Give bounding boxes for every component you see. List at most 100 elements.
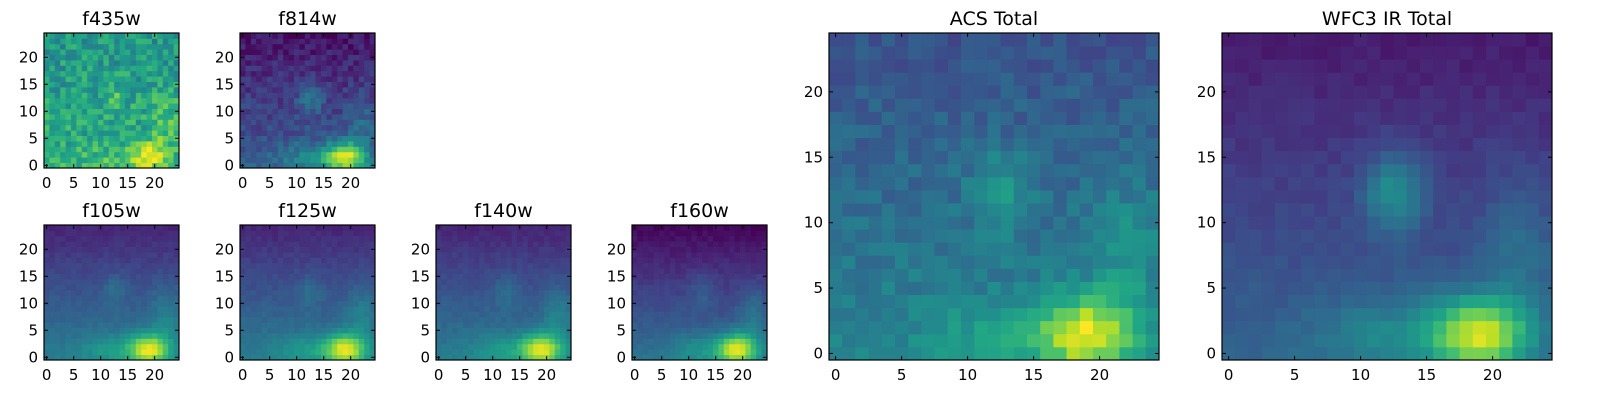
heatmap-cell: [1132, 124, 1147, 139]
heatmap-cell: [1132, 189, 1147, 204]
heatmap-cell: [114, 70, 120, 77]
heatmap-cell: [337, 135, 343, 142]
heatmap-cell: [734, 284, 741, 291]
heatmap-cell: [921, 33, 935, 47]
heatmap-cell: [756, 252, 762, 258]
heatmap-cell: [642, 343, 649, 350]
heatmap-cell: [1013, 163, 1028, 178]
heatmap-cell: [103, 49, 110, 55]
heatmap-cell: [974, 85, 988, 99]
heatmap-cell: [353, 65, 360, 72]
heatmap-cell: [65, 327, 72, 334]
heatmap-cell: [272, 81, 279, 88]
heatmap-cell: [696, 268, 703, 274]
heatmap-cell: [1079, 163, 1094, 178]
heatmap-cell: [130, 70, 137, 77]
heatmap-cell: [1013, 268, 1028, 282]
heatmap-cell: [441, 262, 448, 269]
heatmap-cell: [1132, 59, 1147, 73]
heatmap-cell: [1354, 176, 1368, 191]
heatmap-cell: [921, 59, 935, 73]
heatmap-cell: [168, 130, 174, 136]
heatmap-cell: [1235, 150, 1249, 165]
heatmap-cell: [76, 38, 83, 45]
heatmap-cell: [632, 322, 638, 328]
heatmap-cell: [457, 289, 464, 296]
heatmap-cell: [76, 151, 83, 158]
heatmap-cell: [1093, 320, 1107, 335]
heatmap-cell: [642, 235, 649, 242]
heatmap-cell: [1000, 98, 1015, 112]
heatmap-cell: [659, 333, 665, 339]
heatmap-cell: [1538, 176, 1553, 191]
heatmap-cell: [691, 327, 698, 334]
heatmap-cell: [321, 151, 327, 158]
heatmap-cell: [277, 230, 284, 237]
heatmap-cell: [108, 97, 115, 104]
heatmap-cell: [446, 300, 453, 307]
heatmap-cell: [162, 300, 169, 307]
heatmap-cell: [1145, 333, 1160, 348]
heatmap-cell: [527, 300, 534, 307]
heatmap-cell: [756, 241, 762, 247]
heatmap-cell: [245, 257, 252, 264]
heatmap-cell: [49, 327, 56, 334]
heatmap-cell: [250, 268, 257, 274]
heatmap-cell: [321, 130, 327, 136]
heatmap-cell: [517, 284, 523, 291]
heatmap-cell: [895, 229, 909, 243]
heatmap-cell: [1000, 203, 1015, 217]
heatmap-cell: [49, 124, 56, 131]
heatmap-cell: [713, 349, 719, 355]
heatmap-cell: [1066, 124, 1081, 139]
heatmap-cell: [310, 295, 316, 301]
heatmap-cell: [173, 141, 180, 147]
heatmap-cell: [734, 246, 741, 253]
heatmap-cell: [1145, 189, 1160, 204]
heatmap-cell: [315, 322, 322, 328]
heatmap-cell: [288, 241, 295, 247]
heatmap-cell: [1446, 176, 1460, 191]
heatmap-cell: [162, 349, 169, 355]
heatmap-cell: [479, 279, 485, 285]
heatmap-cell: [44, 333, 50, 339]
heatmap-cell: [87, 289, 93, 296]
heatmap-cell: [947, 333, 962, 348]
heatmap-cell: [245, 87, 252, 93]
heatmap-cell: [152, 333, 158, 339]
heatmap-cell: [675, 225, 681, 231]
heatmap-cell: [908, 346, 922, 361]
heatmap-cell: [881, 150, 896, 165]
heatmap-cell: [267, 114, 273, 120]
heatmap-cell: [829, 216, 843, 230]
heatmap-cell: [1314, 320, 1328, 335]
heatmap-cell: [457, 273, 464, 280]
heatmap-cell: [1066, 255, 1081, 269]
y-tick-label: 10: [19, 294, 38, 312]
heatmap-cell: [642, 306, 649, 312]
heatmap-cell: [119, 103, 126, 109]
heatmap-cell: [108, 157, 115, 163]
heatmap-cell: [522, 311, 529, 318]
heatmap-cell: [436, 295, 442, 301]
heatmap-cell: [495, 349, 502, 355]
heatmap-cell: [98, 349, 104, 355]
heatmap-cell: [310, 252, 316, 258]
heatmap-cell: [353, 60, 360, 66]
heatmap-cell: [974, 111, 988, 125]
heatmap-cell: [538, 273, 545, 280]
heatmap-cell: [162, 306, 169, 312]
heatmap-cell: [326, 60, 333, 66]
heatmap-cell: [745, 343, 752, 350]
x-tick-label: 0: [238, 366, 248, 384]
heatmap-cell: [675, 322, 681, 328]
heatmap-cell: [272, 262, 279, 269]
heatmap-cell: [517, 306, 523, 312]
heatmap-cell: [538, 262, 545, 269]
heatmap-cell: [452, 322, 458, 328]
heatmap-cell: [353, 141, 360, 147]
heatmap-cell: [1354, 216, 1368, 230]
heatmap-cell: [868, 242, 883, 256]
heatmap-cell: [1222, 255, 1236, 269]
heatmap-cell: [256, 49, 262, 55]
